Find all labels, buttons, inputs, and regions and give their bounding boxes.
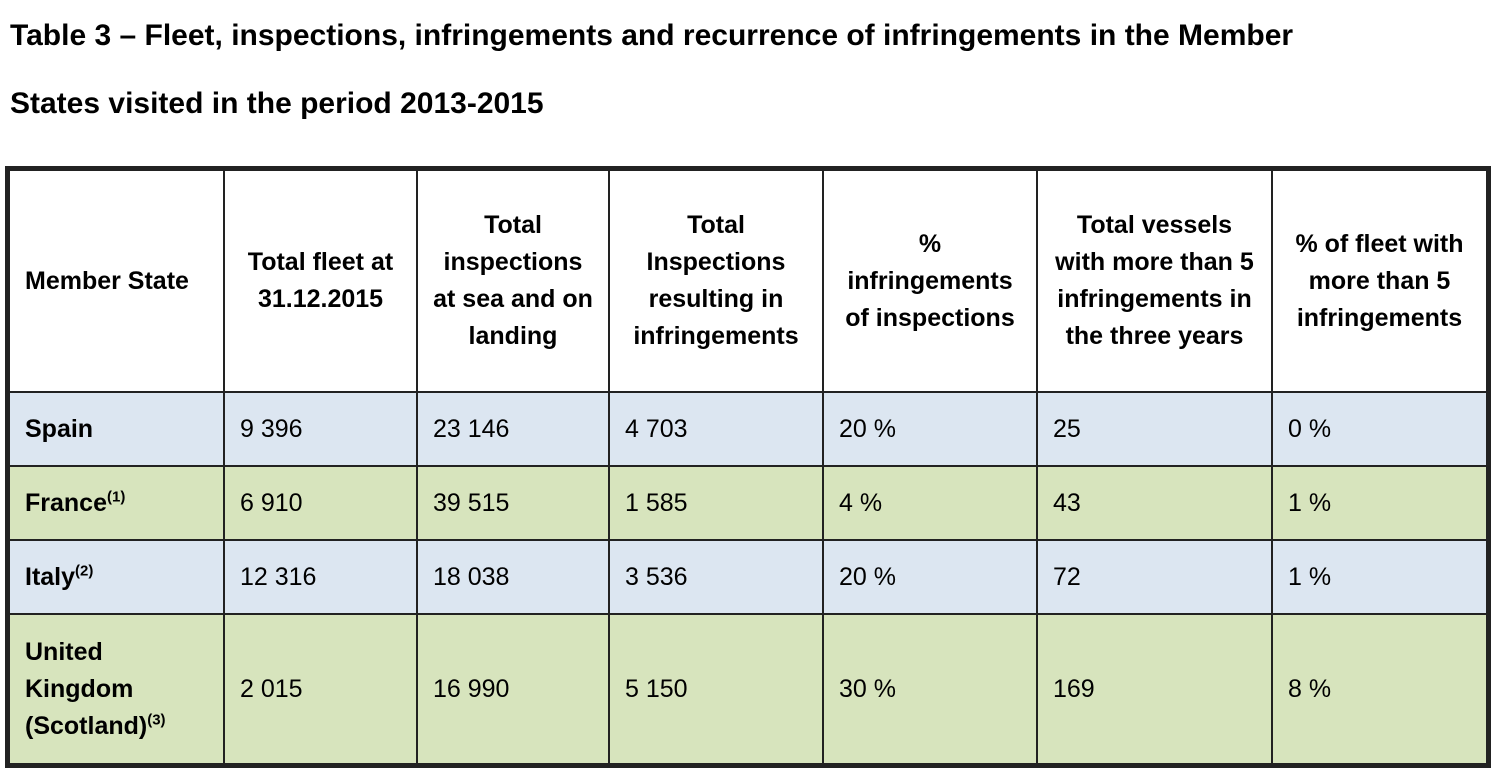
cell-vessels-gt5: 169 [1036,613,1273,765]
table-title: Table 3 – Fleet, inspections, infringeme… [10,2,1470,138]
cell-infr-inspections: 4 703 [608,391,824,467]
cell-fleet: 12 316 [223,539,418,615]
cell-vessels-gt5: 25 [1036,391,1273,467]
cell-pct-infr: 20 % [822,391,1038,467]
cell-pct-fleet-gt5: 0 % [1271,391,1488,467]
cell-infr-inspections: 5 150 [608,613,824,765]
cell-infr-inspections: 3 536 [608,539,824,615]
cell-pct-fleet-gt5: 8 % [1271,613,1488,765]
state-name: United Kingdom (Scotland) [25,637,148,740]
table-row: Spain 9 396 23 146 4 703 20 % 25 0 % [8,391,1488,467]
cell-vessels-gt5: 72 [1036,539,1273,615]
fleet-inspections-table: Member State Total fleet at 31.12.2015 T… [5,166,1491,768]
cell-fleet: 9 396 [223,391,418,467]
header-total-inspections: Total inspections at sea and on landing [416,169,610,393]
cell-inspections: 16 990 [416,613,610,765]
cell-member-state: Spain [8,391,225,467]
table-row: France(1) 6 910 39 515 1 585 4 % 43 1 % [8,465,1488,541]
cell-inspections: 18 038 [416,539,610,615]
cell-pct-infr: 30 % [822,613,1038,765]
header-member-state: Member State [8,169,225,393]
cell-member-state: France(1) [8,465,225,541]
state-name: Spain [25,414,94,443]
cell-inspections: 39 515 [416,465,610,541]
header-inspections-with-infringements: Total Inspections resulting in infringem… [608,169,824,393]
table-header-row: Member State Total fleet at 31.12.2015 T… [8,169,1488,393]
table-row: Italy(2) 12 316 18 038 3 536 20 % 72 1 % [8,539,1488,615]
footnote-ref: (1) [106,488,126,506]
table-row: United Kingdom (Scotland)(3) 2 015 16 99… [8,613,1488,765]
footnote-ref: (3) [147,711,166,729]
cell-pct-fleet-gt5: 1 % [1271,539,1488,615]
cell-fleet: 2 015 [223,613,418,765]
header-pct-fleet-more-than-5: % of fleet with more than 5 infringement… [1271,169,1488,393]
table-title-line-1: Table 3 – Fleet, inspections, infringeme… [10,19,1294,52]
header-pct-infringements: % infringements of inspections [822,169,1038,393]
cell-infr-inspections: 1 585 [608,465,824,541]
cell-pct-infr: 20 % [822,539,1038,615]
cell-fleet: 6 910 [223,465,418,541]
table-title-line-2: States visited in the period 2013-2015 [10,87,544,120]
cell-inspections: 23 146 [416,391,610,467]
header-vessels-more-than-5: Total vessels with more than 5 infringem… [1036,169,1273,393]
cell-pct-infr: 4 % [822,465,1038,541]
cell-vessels-gt5: 43 [1036,465,1273,541]
state-name: France [25,488,107,517]
cell-member-state: Italy(2) [8,539,225,615]
state-name: Italy [25,562,76,591]
header-total-fleet: Total fleet at 31.12.2015 [223,169,418,393]
footnote-ref: (2) [75,562,94,580]
cell-pct-fleet-gt5: 1 % [1271,465,1488,541]
cell-member-state: United Kingdom (Scotland)(3) [8,613,225,765]
